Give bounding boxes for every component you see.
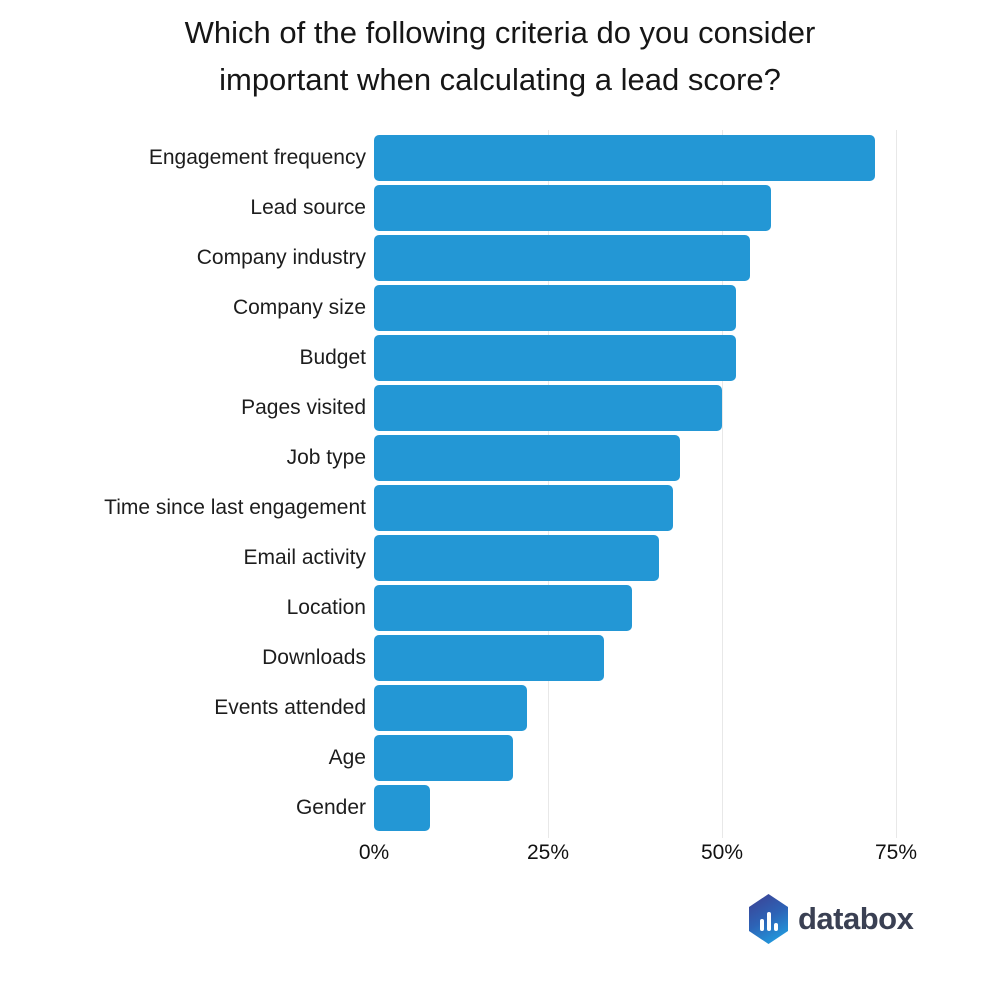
x-tick-label: 75% — [874, 841, 918, 864]
bar — [374, 735, 513, 781]
bar-cell — [374, 533, 1000, 583]
bar-row: Time since last engagement — [0, 483, 1000, 533]
bar-cell — [374, 733, 1000, 783]
bar-cell — [374, 433, 1000, 483]
bar-row: Location — [0, 583, 1000, 633]
chart-title-line2: important when calculating a lead score? — [219, 62, 781, 97]
bar-row: Job type — [0, 433, 1000, 483]
bar-cell — [374, 783, 1000, 833]
category-label: Pages visited — [241, 396, 366, 419]
bar — [374, 335, 736, 381]
bar-cell — [374, 283, 1000, 333]
chart-title-line1: Which of the following criteria do you c… — [184, 15, 816, 50]
bar — [374, 685, 527, 731]
databox-logo-icon — [749, 894, 788, 944]
category-label: Budget — [299, 346, 366, 369]
bar — [374, 485, 673, 531]
bar-cell — [374, 333, 1000, 383]
category-label: Events attended — [214, 696, 366, 719]
x-tick-label: 0% — [358, 841, 390, 864]
bar-row: Company industry — [0, 233, 1000, 283]
logo-bar-left — [759, 919, 764, 931]
gridline-25 — [548, 130, 549, 838]
bar-cell — [374, 133, 1000, 183]
bar — [374, 235, 750, 281]
gridline-50 — [722, 130, 723, 838]
bar-cell — [374, 483, 1000, 533]
x-axis: 0% 25% 50% 75% — [359, 841, 960, 869]
category-label: Company size — [232, 296, 366, 319]
bar-rows: Engagement frequency Lead source Company i… — [0, 133, 1000, 833]
x-tick-label: 25% — [526, 841, 570, 864]
bar — [374, 785, 430, 831]
category-label: Engagement frequency — [148, 146, 366, 169]
plot-area — [374, 130, 960, 838]
bar-row: Company size — [0, 283, 1000, 333]
category-label: Email activity — [243, 546, 366, 569]
category-label: Company industry — [196, 246, 366, 269]
bar-cell — [374, 683, 1000, 733]
bar-cell — [374, 233, 1000, 283]
bar — [374, 435, 680, 481]
bar — [374, 585, 632, 631]
bar — [374, 135, 875, 181]
bar-row: Gender — [0, 783, 1000, 833]
bar — [374, 535, 659, 581]
category-label: Lead source — [250, 196, 366, 219]
category-label: Job type — [286, 446, 366, 469]
bar-row: Pages visited — [0, 383, 1000, 433]
bar-row: Lead source — [0, 183, 1000, 233]
bar-row: Events attended — [0, 683, 1000, 733]
bar — [374, 635, 604, 681]
bar-cell — [374, 583, 1000, 633]
bar-cell — [374, 633, 1000, 683]
x-tick-label: 50% — [700, 841, 744, 864]
bar — [374, 185, 771, 231]
bar-row: Budget — [0, 333, 1000, 383]
category-label: Time since last engagement — [104, 496, 366, 519]
bar-row: Email activity — [0, 533, 1000, 583]
category-label: Downloads — [262, 646, 366, 669]
chart-title: Which of the following criteria do you c… — [0, 9, 1000, 103]
gridline-75 — [896, 130, 897, 838]
bar-row: Downloads — [0, 633, 1000, 683]
category-label: Location — [286, 596, 366, 619]
logo-bar-middle — [766, 912, 771, 931]
logo-bar-right — [773, 923, 778, 931]
category-label: Gender — [295, 796, 366, 819]
databox-logo: databox — [749, 894, 914, 944]
bar-row: Age — [0, 733, 1000, 783]
databox-logo-text: databox — [798, 901, 914, 936]
bar-row: Engagement frequency — [0, 133, 1000, 183]
category-label: Age — [328, 746, 366, 769]
bar — [374, 385, 722, 431]
bar-cell — [374, 183, 1000, 233]
bar-cell — [374, 383, 1000, 433]
bar — [374, 285, 736, 331]
